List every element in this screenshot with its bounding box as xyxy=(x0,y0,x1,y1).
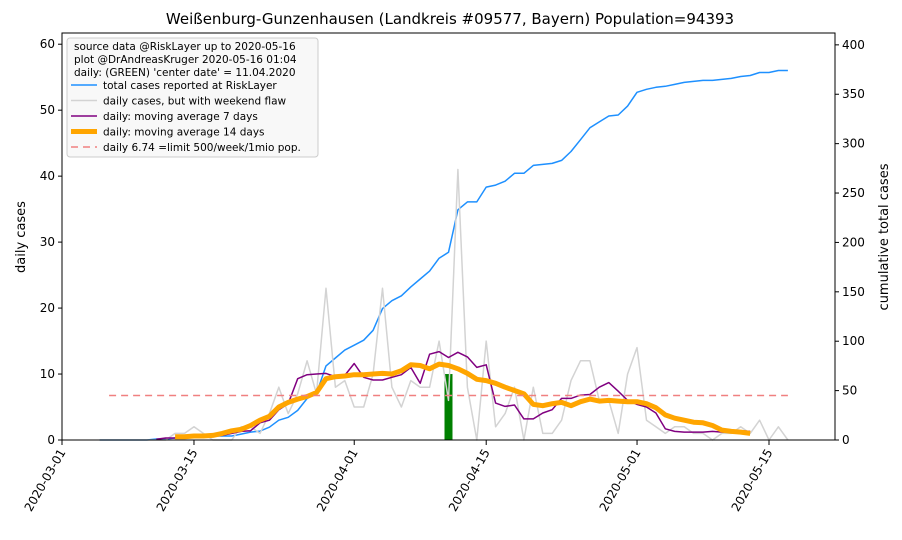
y-tick-label: 20 xyxy=(40,301,55,315)
y2-tick-label: 50 xyxy=(842,384,857,398)
y-tick-label: 0 xyxy=(47,433,55,447)
highlight-bar xyxy=(444,374,453,440)
legend-label: daily: moving average 14 days xyxy=(103,127,265,139)
y2-tick-label: 400 xyxy=(842,38,865,52)
y-tick-label: 50 xyxy=(40,103,55,117)
y2-tick-label: 100 xyxy=(842,334,865,348)
x-tick-label: 2020-03-15 xyxy=(154,447,201,514)
legend-label: daily: moving average 7 days xyxy=(103,111,258,123)
x-tick-label: 2020-05-01 xyxy=(597,447,644,514)
y-tick-label: 40 xyxy=(40,169,55,183)
y2-tick-label: 200 xyxy=(842,235,865,249)
y-axis-label: daily cases xyxy=(14,201,29,273)
frame xyxy=(61,32,836,441)
legend-label: total cases reported at RiskLayer xyxy=(103,80,277,92)
series-line xyxy=(175,361,751,440)
legend: source data @RiskLayer up to 2020-05-16p… xyxy=(66,37,319,158)
legend-box xyxy=(66,37,319,158)
y-tick-label: 10 xyxy=(40,367,55,381)
x-tick-label: 2020-04-15 xyxy=(446,446,493,513)
legend-label: daily 6.74 =limit 500/week/1mio pop. xyxy=(103,142,301,154)
y-tick-label: 30 xyxy=(40,235,55,249)
legend-label: daily cases, but with weekend flaw xyxy=(103,96,287,108)
y-tick-label: 60 xyxy=(40,37,55,51)
y2-tick-label: 300 xyxy=(842,137,865,151)
y2-tick-label: 250 xyxy=(842,186,865,200)
series-line xyxy=(156,350,751,441)
x-tick-label: 2020-05-15 xyxy=(729,447,776,514)
legend-note: plot @DrAndreasKruger 2020-05-16 01:04 xyxy=(74,54,297,66)
y2-tick-label: 150 xyxy=(842,285,865,299)
y2-tick-label: 0 xyxy=(842,433,850,447)
series-line xyxy=(99,168,789,441)
plot-area xyxy=(99,69,789,441)
y2-tick-label: 350 xyxy=(842,87,865,101)
x-tick-label: 2020-04-01 xyxy=(314,447,361,514)
y2-axis-label: cumulative total cases xyxy=(877,163,892,310)
legend-note: daily: (GREEN) 'center date' = 11.04.202… xyxy=(74,67,296,79)
x-tick-label: 2020-03-01 xyxy=(22,447,69,514)
chart-title: Weißenburg-Gunzenhausen (Landkreis #0957… xyxy=(166,10,734,28)
legend-note: source data @RiskLayer up to 2020-05-16 xyxy=(74,41,296,53)
